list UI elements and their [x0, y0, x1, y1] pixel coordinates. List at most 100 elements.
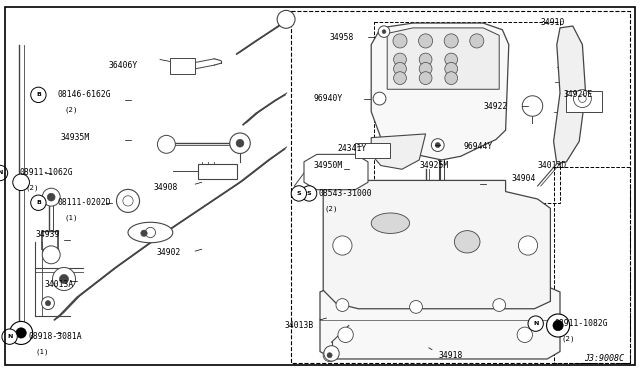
Circle shape: [517, 327, 532, 343]
Polygon shape: [320, 286, 560, 359]
Text: 34935M: 34935M: [61, 133, 90, 142]
FancyBboxPatch shape: [355, 143, 390, 158]
Circle shape: [579, 95, 586, 102]
Text: (2): (2): [324, 205, 338, 212]
Text: 34013D: 34013D: [538, 161, 567, 170]
Text: 34902: 34902: [157, 248, 181, 257]
Circle shape: [518, 236, 538, 255]
Text: 36406Y: 36406Y: [109, 61, 138, 70]
Circle shape: [394, 72, 406, 84]
Circle shape: [338, 327, 353, 343]
Circle shape: [16, 328, 26, 338]
Circle shape: [31, 87, 46, 103]
Circle shape: [157, 135, 175, 153]
Text: 34013B: 34013B: [285, 321, 314, 330]
Circle shape: [493, 299, 506, 311]
Bar: [554, 167, 630, 363]
Circle shape: [13, 174, 29, 190]
Circle shape: [333, 236, 352, 255]
Bar: [374, 22, 560, 203]
Text: 08911-1082G: 08911-1082G: [555, 319, 609, 328]
Circle shape: [277, 10, 295, 28]
Circle shape: [547, 314, 570, 337]
Circle shape: [445, 72, 458, 84]
Text: (1): (1): [35, 348, 49, 355]
Polygon shape: [371, 134, 426, 169]
Circle shape: [419, 53, 432, 66]
Circle shape: [431, 139, 444, 151]
Circle shape: [419, 72, 432, 84]
Circle shape: [394, 62, 406, 75]
Circle shape: [42, 297, 54, 310]
Circle shape: [382, 30, 386, 33]
Circle shape: [2, 329, 17, 344]
Circle shape: [116, 189, 140, 212]
Polygon shape: [554, 26, 586, 164]
Polygon shape: [371, 23, 509, 160]
Circle shape: [291, 186, 307, 201]
Circle shape: [528, 316, 543, 331]
FancyBboxPatch shape: [198, 164, 237, 179]
Circle shape: [435, 142, 440, 148]
Circle shape: [0, 165, 8, 181]
Text: 96944Y: 96944Y: [464, 142, 493, 151]
Text: 34918: 34918: [438, 351, 463, 360]
Text: J3:9008C: J3:9008C: [584, 355, 624, 363]
Circle shape: [52, 267, 76, 291]
Text: 24341Y: 24341Y: [337, 144, 367, 153]
Circle shape: [45, 301, 51, 306]
Circle shape: [31, 195, 46, 211]
Text: (2): (2): [64, 106, 77, 113]
Circle shape: [378, 26, 390, 37]
Ellipse shape: [454, 231, 480, 253]
Text: (2): (2): [26, 185, 39, 191]
Text: N: N: [7, 334, 12, 339]
Text: 34920E: 34920E: [563, 90, 593, 99]
Ellipse shape: [128, 222, 173, 243]
Text: N: N: [533, 321, 538, 326]
Circle shape: [394, 53, 406, 66]
Text: 34013A: 34013A: [45, 280, 74, 289]
Circle shape: [445, 53, 458, 66]
Circle shape: [445, 62, 458, 75]
Circle shape: [324, 346, 339, 361]
Circle shape: [553, 320, 563, 331]
Text: 34904: 34904: [512, 174, 536, 183]
Ellipse shape: [393, 34, 407, 48]
FancyBboxPatch shape: [170, 58, 195, 74]
Text: S: S: [296, 191, 301, 196]
Text: (1): (1): [64, 214, 77, 221]
Circle shape: [47, 193, 55, 201]
Ellipse shape: [444, 34, 458, 48]
Text: B: B: [36, 200, 41, 205]
Circle shape: [336, 299, 349, 311]
Ellipse shape: [419, 34, 433, 48]
Text: 34925M: 34925M: [419, 161, 449, 170]
Ellipse shape: [371, 213, 410, 234]
Circle shape: [236, 140, 244, 147]
Circle shape: [230, 133, 250, 154]
Polygon shape: [387, 28, 499, 89]
Circle shape: [323, 349, 336, 362]
Text: 34950M: 34950M: [314, 161, 343, 170]
Ellipse shape: [470, 34, 484, 48]
Circle shape: [145, 227, 156, 238]
Text: 34910: 34910: [541, 18, 565, 27]
Circle shape: [522, 96, 543, 116]
Text: 34908: 34908: [154, 183, 178, 192]
Text: 08918-3081A: 08918-3081A: [29, 332, 83, 341]
Circle shape: [141, 230, 147, 237]
Circle shape: [410, 301, 422, 313]
Text: 08543-31000: 08543-31000: [318, 189, 372, 198]
Text: 96940Y: 96940Y: [314, 94, 343, 103]
Circle shape: [573, 90, 591, 108]
Text: B: B: [36, 92, 41, 97]
Text: N: N: [0, 170, 3, 176]
Circle shape: [42, 188, 60, 206]
Text: 08111-0202D: 08111-0202D: [58, 198, 111, 207]
Circle shape: [419, 62, 432, 75]
Circle shape: [10, 321, 33, 344]
Text: 08146-6162G: 08146-6162G: [58, 90, 111, 99]
Polygon shape: [304, 154, 368, 190]
Text: 08911-1062G: 08911-1062G: [19, 169, 73, 177]
